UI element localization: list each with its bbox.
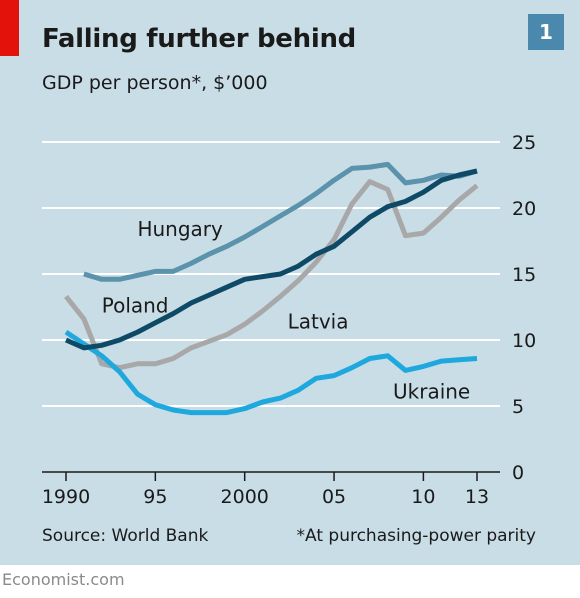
y-tick-label: 5 [512,396,524,418]
series-line-hungary [83,161,478,282]
series-line-ukraine [64,330,478,416]
series-label-latvia: Latvia [288,310,349,334]
y-tick-label: 10 [512,330,536,352]
x-tick-label: 95 [143,486,167,508]
x-tick-label: 2000 [221,486,269,508]
y-tick-label: 15 [512,264,536,286]
y-axis-ticks: 0 5 10 15 20 25 [512,132,536,484]
chart-subtitle: GDP per person*, $’000 [42,72,268,94]
x-axis: 1990 95 2000 05 10 13 [42,472,489,508]
series-line-latvia [64,179,479,371]
series-lines [64,161,479,416]
source-note: Source: World Bank [42,526,209,546]
series-label-ukraine: Ukraine [393,379,470,403]
y-tick-label: 25 [512,132,536,154]
chart-panel [0,0,580,565]
chart-number-badge: 1 [528,14,564,50]
red-corner-tab [0,0,19,56]
series-label-poland: Poland [102,294,169,318]
series-line-poland [64,168,478,351]
footnote: *At purchasing-power parity [296,526,537,546]
y-tick-label: 20 [512,198,536,220]
series-label-hungary: Hungary [137,217,223,241]
brand-credit: Economist.com [2,570,125,589]
x-tick-label: 10 [411,486,435,508]
chart-title: Falling further behind [42,24,356,54]
y-tick-label: 0 [512,462,524,484]
x-tick-label: 05 [322,486,346,508]
x-tick-label: 13 [465,486,489,508]
series-labels: Hungary Poland Latvia Ukraine [102,217,471,403]
x-tick-label: 1990 [42,486,90,508]
